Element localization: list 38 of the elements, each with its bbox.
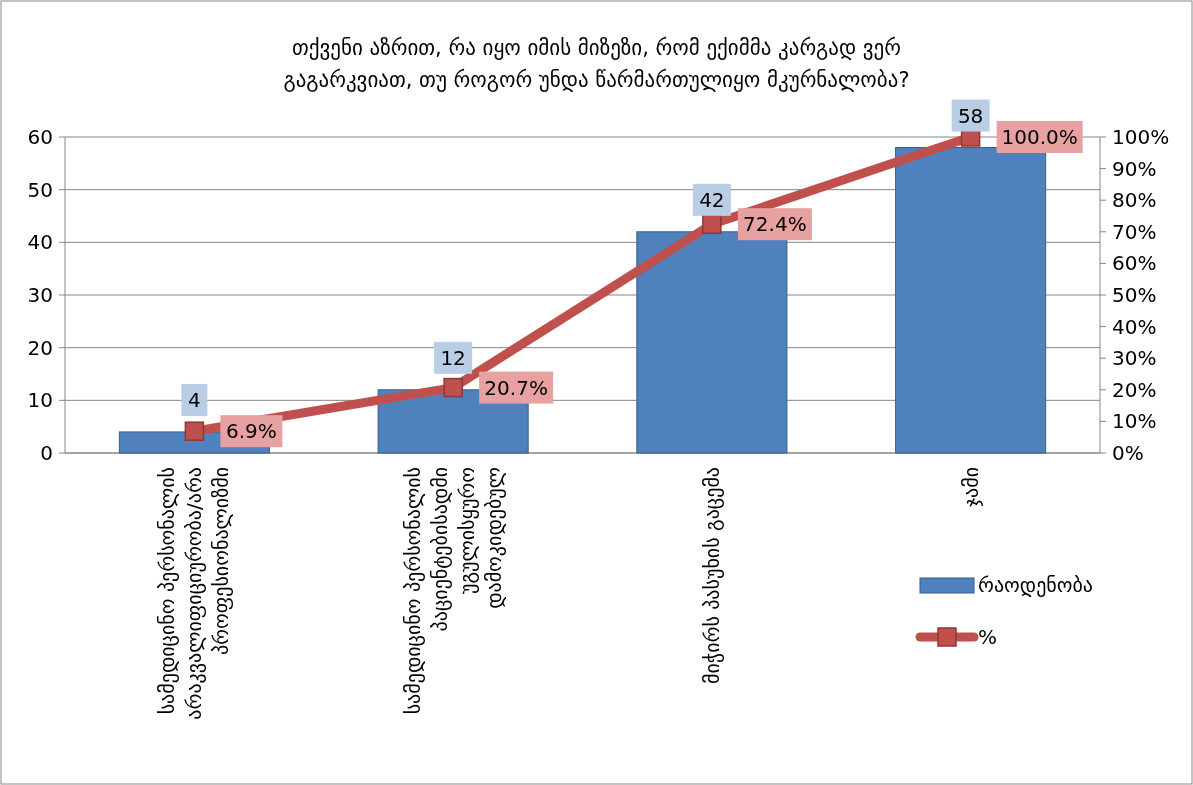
y-tick-label: 60 <box>27 125 53 149</box>
y2-tick-label: 70% <box>1112 219 1157 244</box>
x-tick-label: ჯამი <box>958 467 983 508</box>
bar <box>636 231 788 454</box>
data-label: 42 <box>699 187 725 212</box>
y2-tick-label: 90% <box>1112 156 1157 181</box>
data-label: 100.0% <box>1001 125 1078 149</box>
y2-tick-label: 20% <box>1112 377 1157 402</box>
chart-title: თქვენი აზრით, რა იყო იმის მიზეზი, რომ ექიმმა კარგად ვერ გაგარკვიათ, თუ როგორ უნდა წარმართულიყო მკურნალობა? <box>283 36 910 92</box>
bar <box>895 147 1047 454</box>
data-label: 6.9% <box>225 419 277 444</box>
point <box>702 214 722 234</box>
legend-label: % <box>978 625 998 649</box>
x-tick-label: სამედიცინო პერსონალის პაციენტებისადმი უგულისყურო დამოკიდებულ <box>400 467 506 715</box>
y2-tick-label: 60% <box>1112 251 1157 276</box>
data-label: 72.4% <box>743 212 807 237</box>
x-tick-label: სამედიცინო პერსონალის არაკვალიფიციურობა/არა პროფესიონალიზმი <box>155 467 234 720</box>
data-label: 20.7% <box>484 375 548 400</box>
point <box>443 377 463 398</box>
legend-label: რაოდენობა <box>978 573 1093 597</box>
y-tick-label: 0 <box>40 441 53 465</box>
y2-tick-label: 0% <box>1112 441 1144 465</box>
y2-tick-label: 40% <box>1112 314 1157 339</box>
x-tick-label: მიჭირს პასუხის გაცემა <box>699 467 724 685</box>
y-tick-label: 20 <box>27 335 53 360</box>
data-label: 58 <box>957 103 984 128</box>
y2-tick-label: 30% <box>1112 346 1157 371</box>
point <box>184 421 205 441</box>
data-label: 12 <box>440 345 466 370</box>
y-tick-label: 30 <box>27 283 53 307</box>
y2-tick-label: 10% <box>1112 409 1157 434</box>
y-tick-label: 50 <box>27 177 53 202</box>
y-tick-label: 10 <box>27 388 53 413</box>
y-tick-label: 40 <box>27 230 53 255</box>
y2-tick-label: 50% <box>1112 283 1157 307</box>
data-label: 4 <box>188 387 201 412</box>
y2-tick-label: 100% <box>1112 125 1170 149</box>
y2-tick-label: 80% <box>1112 188 1157 213</box>
